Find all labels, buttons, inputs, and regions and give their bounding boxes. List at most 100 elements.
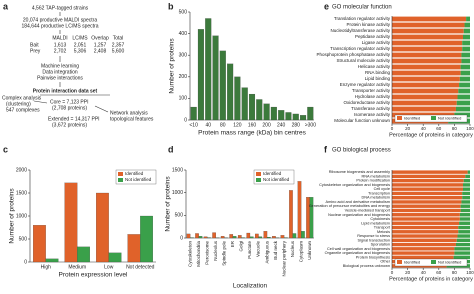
legend-swatch (431, 116, 436, 120)
x-tick-label: Nuclear periphery (281, 240, 286, 276)
legend-swatch (397, 260, 402, 264)
bar-segment (462, 40, 470, 46)
bar-segment (392, 191, 463, 196)
y-category-label: Protein kinase activity (346, 22, 390, 27)
bar-segment (461, 58, 470, 64)
panel-label: a (3, 1, 9, 11)
y-category-label: Transcription regulator activity (330, 46, 391, 51)
bar (270, 106, 277, 121)
bar (241, 87, 248, 121)
bar (249, 236, 254, 239)
legend-swatch (256, 178, 261, 182)
bar-segment (392, 64, 461, 70)
panel-label: b (168, 1, 174, 11)
y-category-label: Biological process unknown (343, 264, 390, 268)
x-tick-label: 40 (205, 122, 211, 128)
bar-segment (463, 178, 470, 183)
legend-label: Identified (404, 115, 420, 120)
legend-label: Not identified (438, 115, 461, 120)
bar-segment (459, 213, 470, 217)
bar-segment (392, 40, 463, 46)
x-axis-label: Percentage of proteins in category (389, 276, 473, 282)
complex: (clustering) (6, 101, 31, 107)
y-category-label: Amino acid and derivative metabolism (326, 200, 390, 204)
panel-label: e (324, 1, 329, 11)
bar (219, 50, 226, 121)
y-category-label: Cell wall organization and biogenesis (327, 247, 390, 251)
table-cell: 5,600 (112, 48, 125, 54)
table-cell: Bait (30, 42, 39, 48)
bar-segment (392, 242, 456, 247)
step: 20,074 productive MALDI spectra (23, 17, 97, 23)
bar-segment (460, 70, 470, 76)
y-axis-label: Number of proteins (165, 176, 172, 232)
bar (263, 103, 270, 121)
y-category-label: Cytoskeleton organization and biogenesis (319, 183, 390, 187)
y-category-label: Organelle organization and biogenesis (325, 251, 390, 255)
bar-segment (392, 34, 463, 40)
y-tick-label: 1000 (16, 213, 27, 219)
bar (234, 76, 241, 121)
complex: 547 complexes (6, 107, 40, 113)
x-tick-label: 80 (452, 270, 458, 275)
bar-segment (392, 255, 454, 260)
y-tick-label: 2000 (16, 167, 27, 173)
y-axis-label: Number of proteins (9, 188, 16, 244)
bar-segment (392, 238, 457, 243)
x-tick-label: Bud neck (273, 240, 278, 260)
legend-label: Identified (125, 171, 144, 176)
y-category-label: Other (380, 260, 390, 264)
x-tick-label: Spindle pole (222, 241, 227, 266)
bar (300, 115, 307, 121)
bar-segment (459, 82, 470, 88)
legend-box (115, 169, 157, 185)
table-cell: 1,613 (54, 42, 67, 48)
bar-segment (466, 16, 470, 22)
x-tick-label: Nucleus (290, 240, 295, 257)
bar-segment (456, 238, 470, 243)
y-category-label: Enzyme regulator activity (340, 82, 391, 87)
bar (212, 35, 219, 121)
y-category-label: RNA binding (365, 70, 391, 75)
bar-segment (392, 76, 460, 82)
bar-segment (392, 174, 466, 179)
y-tick-label: 0 (184, 117, 187, 123)
bar-segment (462, 187, 470, 191)
y-category-label: Generation of precursor metabolites and … (309, 204, 390, 208)
axes (185, 170, 314, 239)
step: 184,644 productive LC/MS spectra (22, 23, 99, 29)
step: Machine learning (41, 63, 79, 69)
x-tick-label: 80 (452, 126, 458, 131)
bar (232, 236, 237, 239)
bar-segment (462, 183, 470, 187)
bar (195, 233, 199, 239)
bar-segment (392, 28, 464, 34)
legend-label: Not identified (438, 259, 461, 264)
y-category-label: Lipid metabolism (361, 221, 390, 225)
bar (203, 236, 208, 239)
bar-segment (392, 217, 460, 221)
table-header: Total (113, 35, 124, 41)
y-tick-label: 500 (175, 213, 184, 219)
legend-label: Not identified (263, 177, 290, 182)
x-tick-label: Low (104, 264, 114, 270)
y-category-label: DNA metabolism (361, 196, 390, 200)
x-tick-label: 20 (405, 270, 411, 275)
x-tick-label: Peroxisome (205, 241, 210, 265)
bar-segment (455, 242, 470, 247)
arrow (33, 100, 48, 104)
bar-segment (465, 174, 470, 179)
bar-segment (392, 82, 460, 88)
bar-segment (392, 251, 455, 255)
y-category-label: Sporulation (371, 243, 390, 247)
x-tick-label: 200 (262, 122, 271, 128)
panel-a: a 4,562 TAP-tagged strains 20,074 produc… (2, 1, 154, 128)
bar-segment (392, 213, 460, 217)
y-category-label: Response to stress (357, 234, 390, 238)
bar (258, 236, 263, 239)
y-category-label: Cell cycle (374, 187, 390, 191)
bar (229, 234, 234, 239)
legend-label: Not identified (125, 177, 152, 182)
bar (301, 231, 305, 239)
table-header: MALDI (52, 35, 67, 41)
